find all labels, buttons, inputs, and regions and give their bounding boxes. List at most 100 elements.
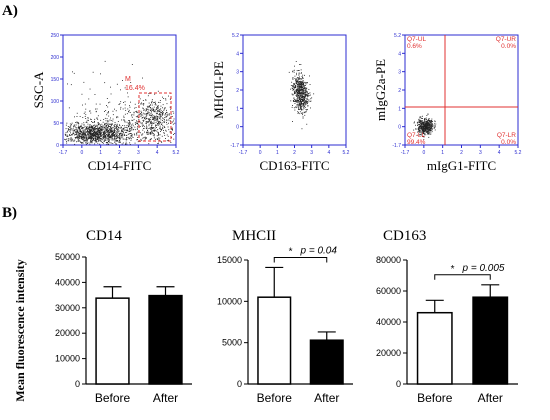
event-dot xyxy=(173,138,175,140)
event-dot xyxy=(425,124,427,126)
event-dot xyxy=(122,125,124,126)
event-dot xyxy=(105,126,107,128)
event-dot xyxy=(111,139,113,141)
event-dot xyxy=(73,125,75,127)
event-dot xyxy=(73,129,75,131)
event-dot xyxy=(158,132,159,134)
event-dot xyxy=(147,95,149,97)
event-dot xyxy=(151,100,153,102)
event-dot xyxy=(428,133,429,134)
event-dot xyxy=(137,116,138,118)
event-dot xyxy=(147,106,149,108)
event-dot xyxy=(116,137,118,139)
event-dot xyxy=(298,81,300,83)
event-dot xyxy=(126,137,127,139)
event-dot xyxy=(291,81,293,83)
event-dot xyxy=(124,107,126,109)
event-dot xyxy=(111,131,113,133)
event-dot xyxy=(151,104,153,106)
x-axis-label: CD163-FITC xyxy=(259,158,329,173)
event-dot xyxy=(103,132,105,133)
event-dot xyxy=(105,110,107,111)
event-dot xyxy=(96,125,98,127)
event-dot xyxy=(105,139,106,141)
event-dot xyxy=(422,132,424,134)
event-dot xyxy=(82,127,84,129)
event-dot xyxy=(92,71,94,73)
event-dot xyxy=(87,117,89,119)
event-dot xyxy=(97,133,98,134)
event-dot xyxy=(435,123,437,125)
event-dot xyxy=(166,123,168,125)
event-dot xyxy=(300,84,302,86)
flow-plot-2: -1.7 0 1 2 3 4 5.2-1.7012345.2CD163-FITCMHCII-… xyxy=(211,33,350,173)
event-dot xyxy=(81,135,82,137)
event-dot xyxy=(72,130,74,132)
bar-before xyxy=(416,311,453,385)
event-dot xyxy=(298,89,300,91)
event-dot xyxy=(100,128,102,130)
event-dot xyxy=(64,138,66,140)
event-dot xyxy=(295,94,297,96)
event-dot xyxy=(304,89,306,91)
event-dot xyxy=(132,120,134,121)
event-dot xyxy=(306,91,308,93)
event-dot xyxy=(427,122,429,124)
event-dot xyxy=(162,120,163,121)
event-dot xyxy=(103,137,105,139)
event-dot xyxy=(148,123,150,125)
event-dot xyxy=(293,87,295,89)
event-dot xyxy=(103,133,105,135)
event-dot xyxy=(415,128,417,130)
event-dot xyxy=(309,101,311,102)
event-dot xyxy=(89,143,91,145)
event-dot xyxy=(300,98,301,100)
event-dot xyxy=(159,118,161,119)
event-dot xyxy=(122,108,124,110)
event-dot xyxy=(151,113,153,115)
event-dot xyxy=(87,132,89,134)
event-dot xyxy=(159,112,161,114)
event-dot xyxy=(295,80,297,82)
event-dot xyxy=(157,111,159,113)
event-dot xyxy=(298,92,299,94)
event-dot xyxy=(301,78,303,80)
event-dot xyxy=(431,124,433,126)
event-dot xyxy=(429,128,431,130)
scatter-dots xyxy=(288,61,315,130)
event-dot xyxy=(130,129,132,131)
event-dot xyxy=(135,129,137,131)
event-dot xyxy=(297,82,299,84)
event-dot xyxy=(155,138,156,140)
event-dot xyxy=(150,133,152,135)
event-dot xyxy=(430,129,432,130)
event-dot xyxy=(291,106,293,108)
event-dot xyxy=(99,128,101,130)
event-dot xyxy=(101,126,102,128)
event-dot xyxy=(162,96,163,98)
event-dot xyxy=(169,106,171,108)
event-dot xyxy=(69,135,71,136)
event-dot xyxy=(165,98,167,100)
event-dot xyxy=(424,121,425,123)
event-dot xyxy=(92,128,93,129)
event-dot xyxy=(148,143,150,145)
event-dot xyxy=(305,88,307,90)
y-tick-label: 150 xyxy=(51,77,60,83)
event-dot xyxy=(426,115,428,116)
event-dot xyxy=(296,78,298,80)
event-dot xyxy=(307,102,308,104)
event-dot xyxy=(303,98,305,100)
event-dot xyxy=(297,85,298,87)
event-dot xyxy=(153,106,155,108)
event-dot xyxy=(166,134,168,136)
event-dot xyxy=(303,111,305,113)
event-dot xyxy=(114,133,116,135)
event-dot xyxy=(124,133,125,135)
event-dot xyxy=(431,120,432,121)
event-dot xyxy=(92,133,94,134)
event-dot xyxy=(419,131,420,133)
event-dot xyxy=(303,99,305,101)
event-dot xyxy=(67,83,68,85)
event-dot xyxy=(165,111,167,113)
